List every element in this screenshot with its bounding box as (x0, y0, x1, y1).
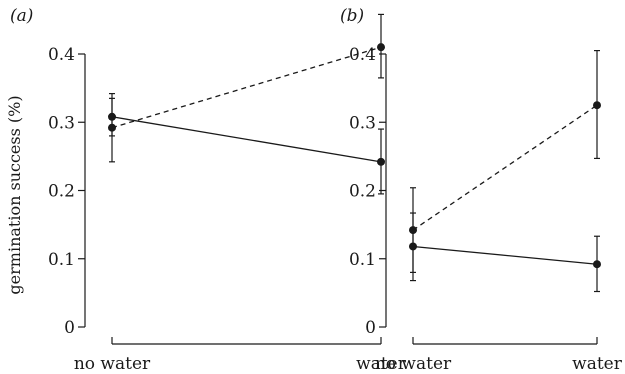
y-tick-label: 0.3 (349, 113, 376, 133)
y-axis-label: germination success (%) (5, 95, 24, 294)
y-tick-label: 0.2 (349, 182, 376, 202)
data-point (377, 43, 385, 52)
y-tick-label: 0.3 (48, 113, 75, 133)
y-tick-label: 0 (64, 318, 75, 338)
panel-label: (b) (340, 6, 364, 26)
x-tick-label: no water (74, 354, 151, 374)
solid-series-line (111, 116, 382, 163)
panel-b: (b)00.10.20.30.4no water water (340, 6, 623, 374)
data-point (409, 242, 417, 251)
data-point (108, 112, 116, 121)
x-tick-label: water (572, 354, 623, 374)
y-tick-label: 0.4 (349, 45, 376, 65)
y-tick-label: 0.2 (48, 182, 75, 202)
x-tick-label: no water (375, 354, 452, 374)
data-point (593, 260, 601, 269)
x-tick-label: water (356, 354, 407, 374)
solid-series-line (412, 245, 598, 265)
panel-label: (a) (10, 6, 33, 26)
dashed-series-line (412, 104, 598, 231)
y-tick-label: 0.1 (349, 250, 376, 270)
dashed-series-line (111, 46, 382, 129)
y-tick-label: 0 (365, 318, 376, 338)
data-point (593, 101, 601, 110)
data-point (377, 157, 385, 166)
y-tick-label: 0.1 (48, 250, 75, 270)
y-tick-label: 0.4 (48, 45, 75, 65)
panel-a: (a) 0 0.1 0.2 0.3 0.4 no water water (10, 6, 407, 374)
